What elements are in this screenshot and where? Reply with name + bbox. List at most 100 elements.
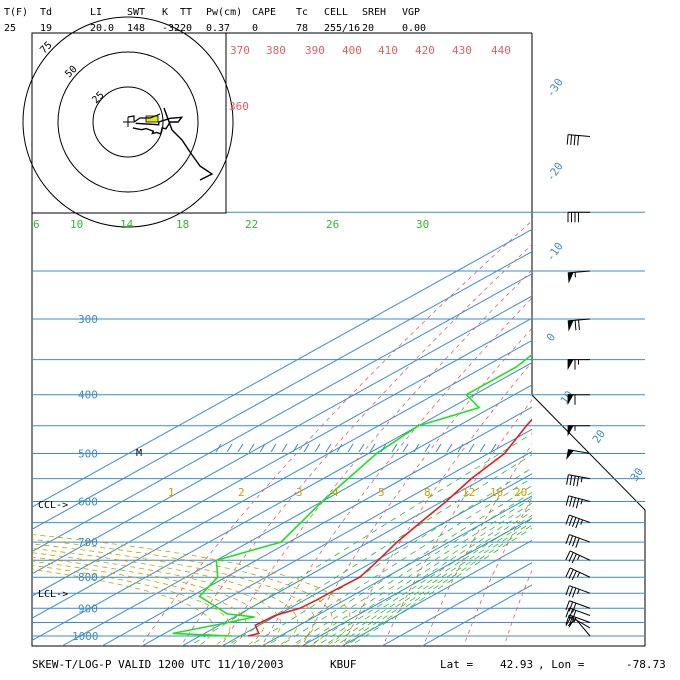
pressure-label: 400 — [78, 389, 98, 402]
mixing-ratio-line — [339, 521, 532, 646]
wind-barb-staff — [570, 616, 591, 629]
wind-barb-flag — [565, 550, 571, 561]
hodograph-storm-motion — [145, 115, 159, 123]
pressure-label: 500 — [78, 447, 98, 460]
header-label: LI — [90, 7, 102, 18]
moist-adiabat-line — [32, 552, 282, 646]
header-value: 19 — [40, 23, 52, 34]
wind-barb-flag — [565, 616, 572, 626]
freezing-hatch — [413, 443, 420, 453]
dry-adiabat-line — [382, 399, 532, 646]
mixing-ratio-line — [308, 502, 532, 646]
wind-barb-flag — [573, 135, 576, 146]
freezing-hatch — [391, 443, 398, 453]
wind-barb-flag — [565, 567, 571, 578]
wind-barb-flag — [577, 135, 580, 146]
mixing-ratio-line — [349, 527, 532, 646]
freezing-hatch — [281, 443, 288, 453]
isotherm-line — [32, 228, 532, 508]
dry-adiabat-label: 430 — [452, 44, 472, 57]
freezing-hatch — [380, 443, 387, 453]
wind-barb-staff — [569, 614, 591, 623]
footer-lat: 42.93 — [500, 658, 533, 671]
dry-adiabat-line — [666, 30, 680, 649]
footer-lon: -78.73 — [626, 658, 666, 671]
isotherm-line — [101, 406, 532, 646]
mixing-ratio-line — [290, 491, 532, 646]
moist-adiabat-label: 4 — [332, 486, 339, 499]
isotherm-line — [341, 539, 532, 646]
moist-adiabat-label: 20 — [514, 486, 527, 499]
wind-barb-half-flag — [580, 519, 583, 525]
header-value: 148 — [127, 23, 145, 34]
isotherm-label: 30 — [628, 465, 646, 483]
wind-barb-flag — [565, 600, 570, 611]
wind-barb-flag — [568, 601, 574, 612]
moist-adiabat-line — [32, 564, 231, 646]
header-label: TT — [180, 7, 192, 18]
header-label: T(F) — [4, 7, 28, 18]
isotherm-label: 10 — [558, 388, 576, 406]
header-value: 25 — [4, 23, 16, 34]
dry-adiabat-label: 370 — [230, 44, 250, 57]
mixing-ratio-label: 10 — [70, 218, 83, 231]
wind-barb-pennant — [567, 359, 574, 371]
wind-barb-pennant — [566, 449, 575, 460]
mixing-ratio-label: 18 — [176, 218, 189, 231]
wind-barb-half-flag — [580, 477, 583, 483]
footer-station: KBUF — [330, 658, 357, 671]
isotherm-line — [301, 517, 532, 646]
wind-barb-staff — [569, 607, 591, 616]
hodograph-upper-trace — [163, 107, 214, 181]
dry-adiabat-label: 390 — [305, 44, 325, 57]
freezing-hatch — [347, 443, 354, 453]
wind-barb-flag — [568, 535, 574, 546]
sounding-profiles — [172, 353, 532, 637]
diagram-grid — [32, 30, 680, 649]
wind-barb-flag — [565, 495, 570, 506]
header-stats: T(F) Td LI SWT K TT Pw(cm) CAPE Tc CELL SREH VGP 25 1… — [4, 7, 426, 34]
header-label: Pw(cm) — [206, 7, 242, 18]
m-marker: M — [136, 448, 142, 459]
temperature-profile — [247, 418, 532, 637]
dry-adiabat-line — [301, 327, 532, 646]
isotherm-label: 20 — [590, 427, 608, 445]
wind-barb-staff — [569, 534, 591, 543]
freezing-hatch — [248, 443, 255, 453]
moist-adiabat-label: 1 — [168, 486, 175, 499]
moist-adiabat-line — [32, 560, 248, 646]
dry-adiabat-label: 400 — [342, 44, 362, 57]
header-label: CELL — [324, 7, 348, 18]
wind-barb-flag — [568, 615, 574, 626]
mixing-ratio-label: 30 — [416, 218, 429, 231]
wind-barb-flag — [569, 475, 573, 486]
freezing-hatch — [402, 443, 409, 453]
wind-barb-pennant — [567, 394, 574, 406]
header-value: 255/16 — [324, 23, 360, 34]
moist-adiabat-line — [32, 543, 316, 646]
freezing-hatch — [468, 443, 475, 453]
dry-adiabat-line — [422, 443, 532, 646]
hodograph-trace — [132, 116, 184, 135]
header-label: CAPE — [252, 7, 276, 18]
dry-adiabat-label: 410 — [378, 44, 398, 57]
header-value: 0.37 — [206, 23, 230, 34]
mixing-ratio-line — [248, 467, 532, 646]
wind-barb-flag — [566, 134, 569, 145]
header-value: 0 — [252, 23, 258, 34]
wind-barb-flag — [574, 320, 577, 331]
pressure-label: 1000 — [72, 630, 99, 643]
dry-adiabat-line — [139, 220, 532, 646]
wind-barb-flag — [568, 608, 574, 619]
dry-adiabat-label: 440 — [491, 44, 511, 57]
isotherm-line — [261, 495, 532, 646]
header-label: K — [162, 7, 168, 18]
freezing-hatch — [303, 443, 310, 453]
mixing-ratio-label: 6 — [33, 218, 40, 231]
header-value: 20 — [362, 23, 374, 34]
mixing-ratio-line — [328, 514, 532, 646]
isotherm-line — [221, 473, 532, 646]
moist-adiabat-label: 12 — [462, 486, 475, 499]
freezing-hatch — [435, 443, 442, 453]
